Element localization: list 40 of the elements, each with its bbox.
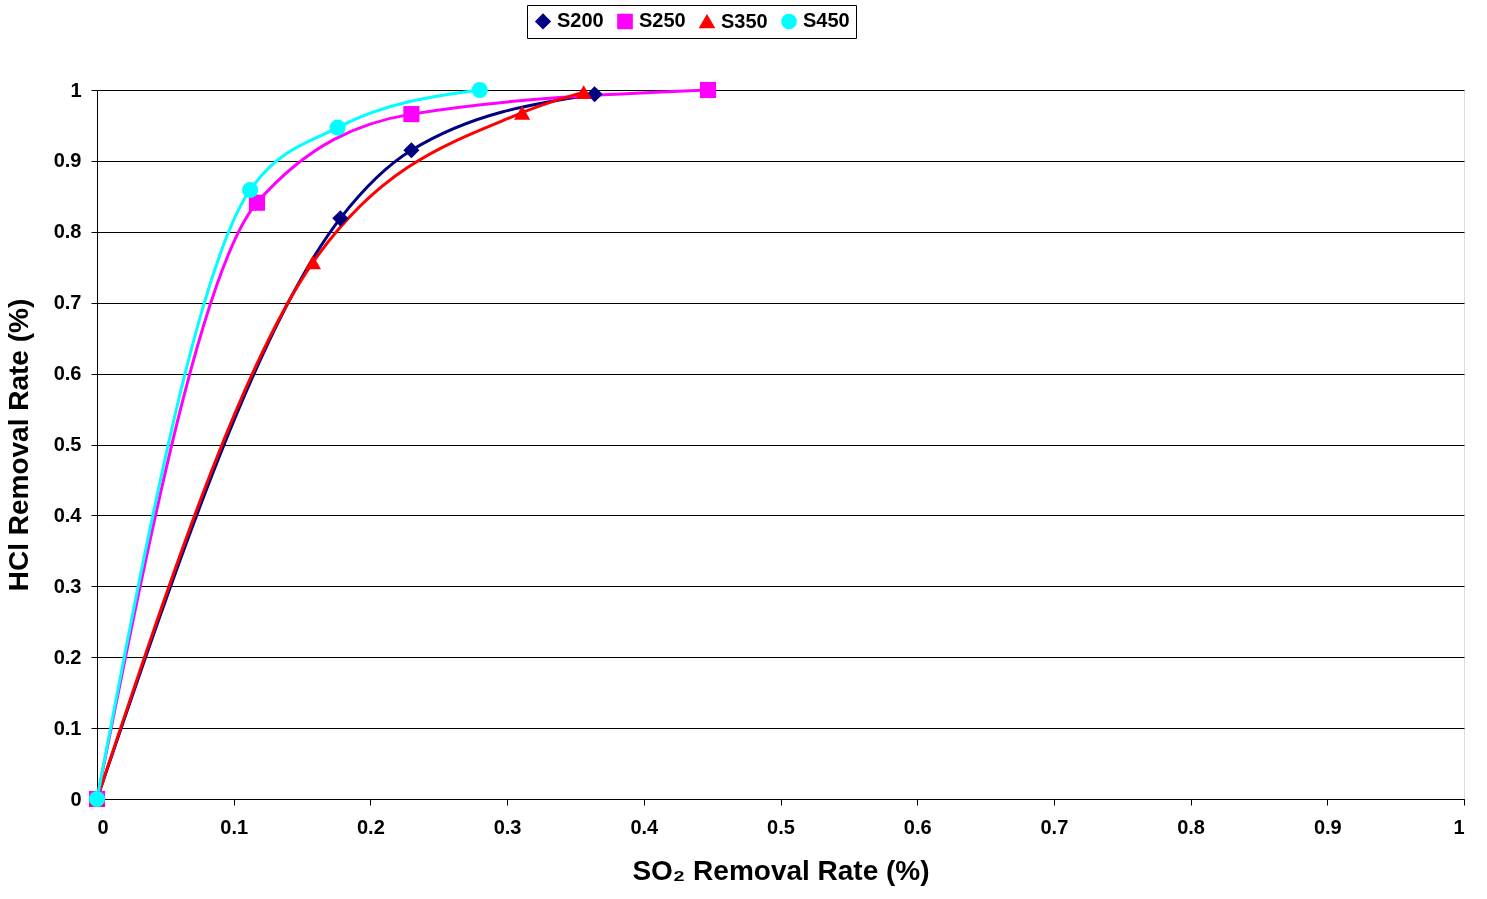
legend-label: S200: [557, 9, 604, 32]
y-axis-title: HCl Removal Rate (%): [2, 298, 34, 592]
y-tick-label: 0.9: [53, 149, 82, 172]
y-tick-label: 0.6: [53, 362, 82, 385]
y-tick-label: 0.3: [53, 574, 82, 597]
point: [403, 106, 420, 123]
x-tick-label: 0.9: [1313, 815, 1342, 838]
y-tick-label: 0.1: [53, 716, 82, 739]
point: [304, 255, 322, 270]
x-tick-label: 0.3: [493, 815, 522, 838]
x-tick-label: 0.6: [903, 815, 932, 838]
x-tick-label: 0: [97, 815, 109, 838]
x-tick-label: 0.8: [1177, 815, 1206, 838]
x-tick-label: 1: [1453, 815, 1465, 838]
x-tick-label: 0.4: [630, 815, 660, 838]
y-tick-label: 0.4: [53, 503, 83, 526]
point: [471, 81, 488, 99]
legend-label: S350: [721, 9, 768, 32]
point: [332, 210, 349, 227]
x-tick-label: 0.7: [1040, 815, 1069, 838]
legend-label: S450: [803, 9, 850, 32]
legend-label: S250: [639, 9, 686, 32]
y-tick-label: 0.5: [53, 433, 82, 455]
y-tick-label: 0: [70, 787, 82, 810]
point: [575, 85, 592, 100]
point: [242, 181, 259, 199]
y-tick-label: 0.2: [53, 645, 82, 668]
x-axis-title: SO₂ Removal Rate (%): [632, 854, 930, 886]
y-tick-label: 0.8: [53, 220, 82, 243]
point: [514, 105, 531, 120]
point: [329, 119, 346, 136]
point: [403, 142, 420, 159]
point: [248, 194, 265, 211]
y-tick-label: 0.7: [53, 291, 82, 314]
point: [586, 86, 603, 103]
x-tick-label: 0.1: [220, 815, 249, 838]
x-tick-label: 0.5: [767, 815, 795, 838]
x-tick-label: 0.2: [356, 815, 385, 838]
y-tick-label: 1: [70, 78, 82, 101]
point: [699, 81, 717, 99]
